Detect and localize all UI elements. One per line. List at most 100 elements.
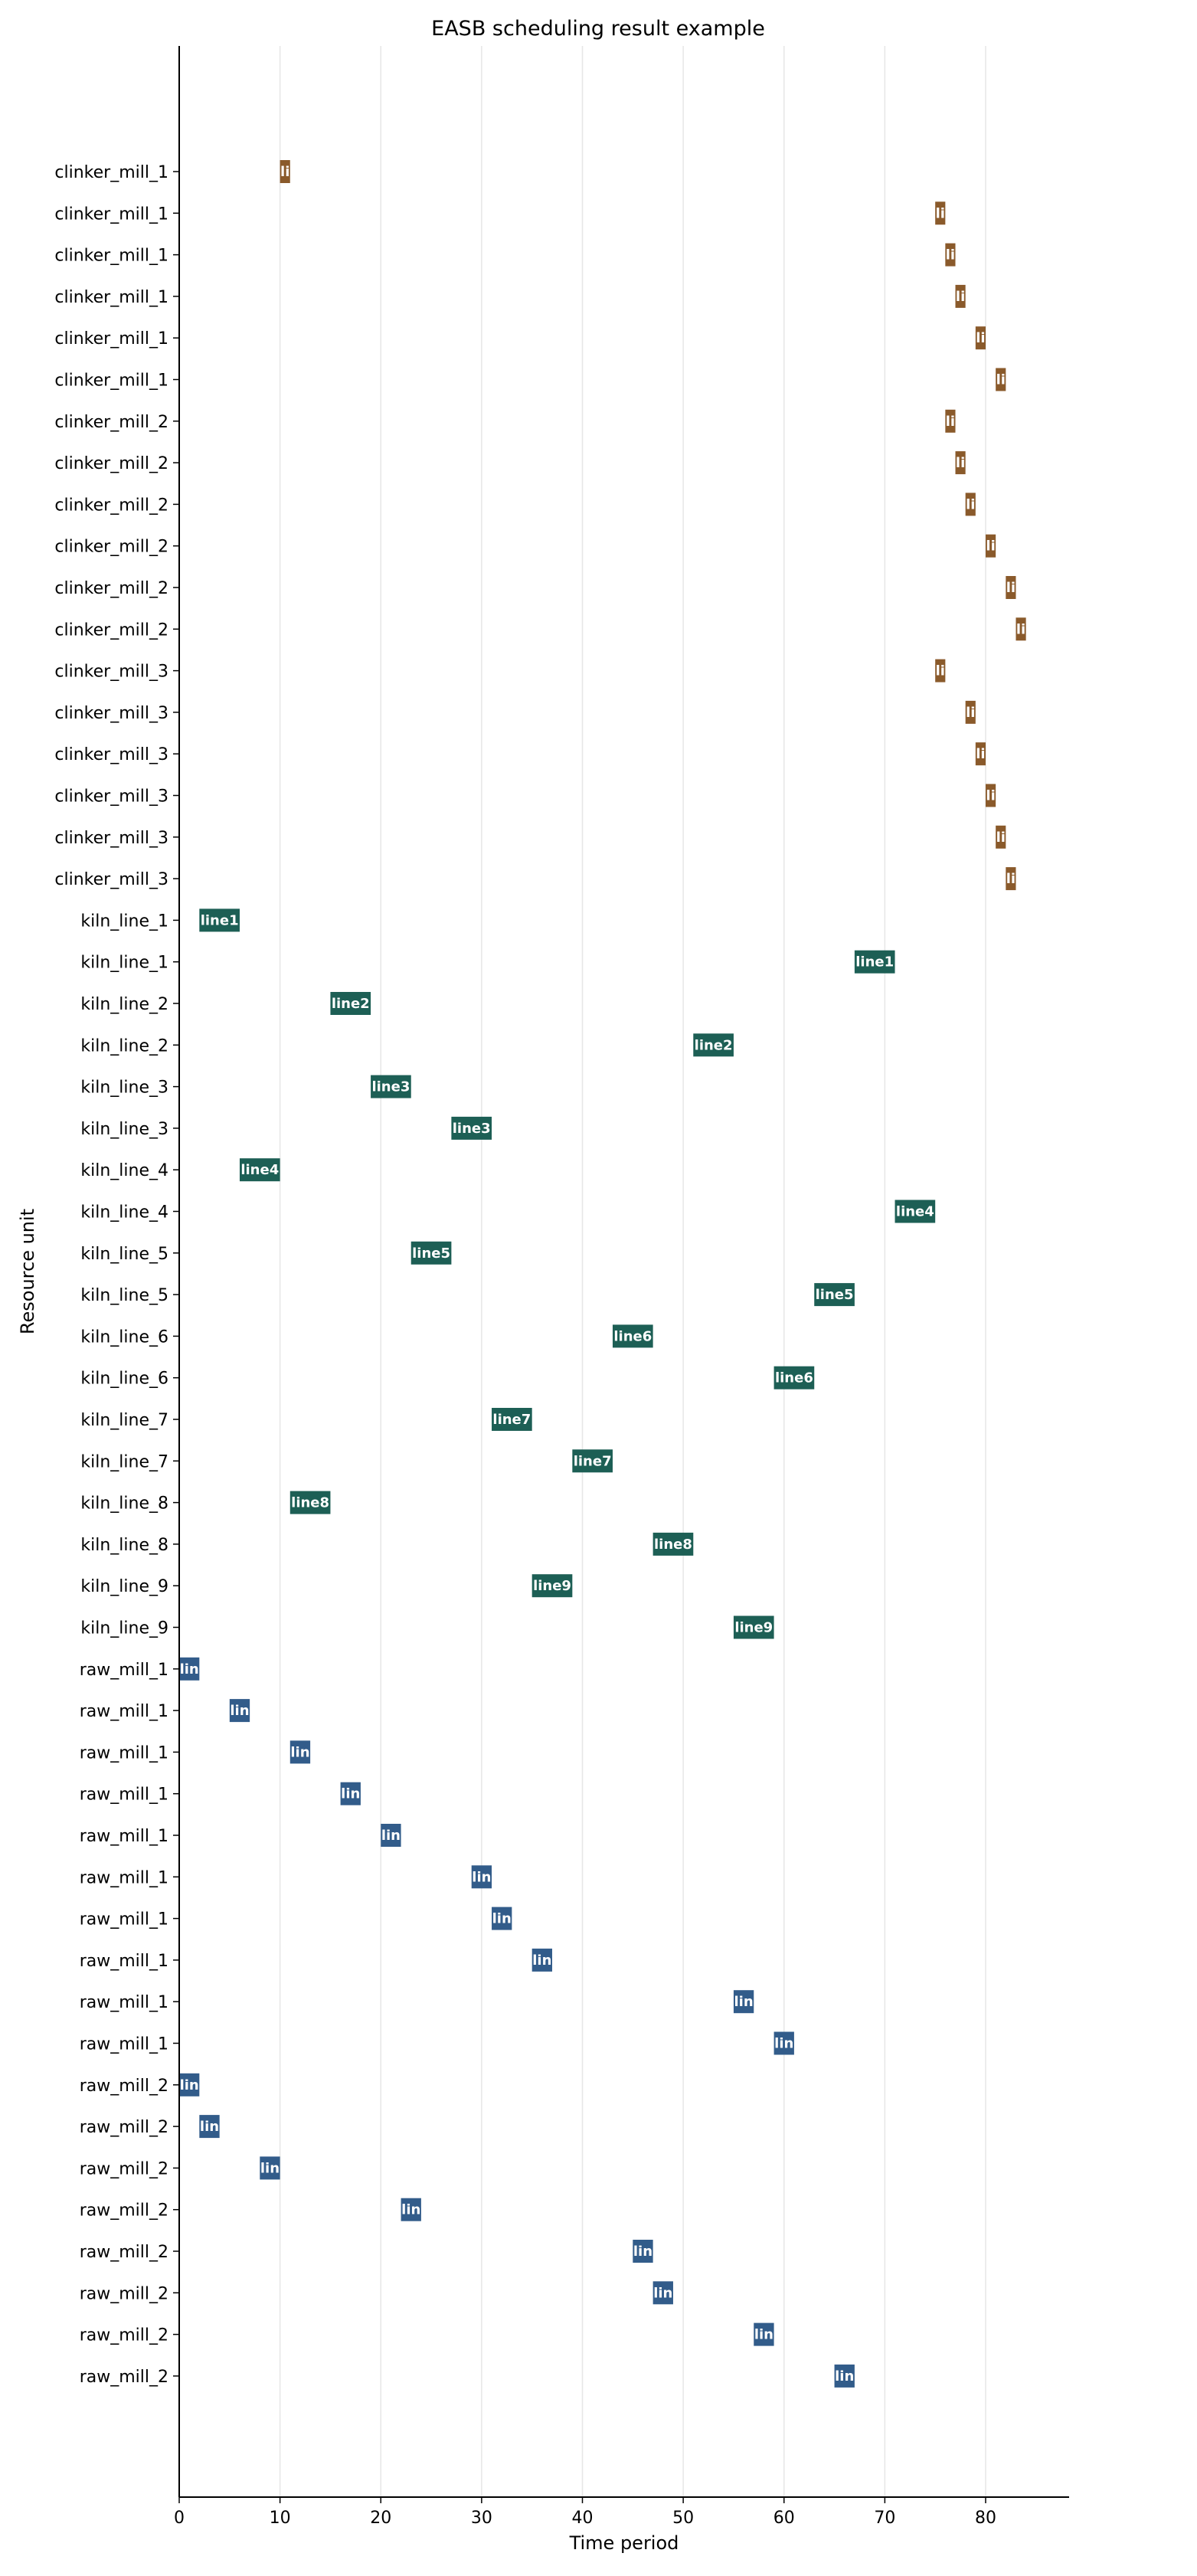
y-tick-label: clinker_mill_1	[54, 372, 168, 391]
y-tick-label: clinker_mill_1	[54, 205, 168, 224]
bars-layer: li li li li li li li li li li li li li li li li li li line…	[179, 160, 1026, 2388]
y-tick-label: clinker_mill_2	[54, 413, 168, 432]
x-tick-label: 40	[572, 2509, 594, 2528]
bar-label: line3	[453, 1121, 491, 1137]
y-tick-label: raw_mill_1	[80, 1827, 168, 1846]
gantt-bar	[986, 534, 996, 558]
y-tick-label: clinker_mill_1	[54, 288, 168, 307]
bar-label: li	[1006, 871, 1015, 887]
gantt-bar	[471, 1865, 492, 1889]
bar-label: lin	[290, 1744, 309, 1760]
bar-label: line4	[240, 1162, 279, 1178]
bar-label: line9	[533, 1578, 571, 1594]
gantt-bar	[773, 2031, 794, 2055]
gantt-bar	[652, 2281, 673, 2305]
y-tick-label: clinker_mill_1	[54, 329, 168, 349]
gantt-bar	[854, 950, 895, 974]
y-tick-label: raw_mill_1	[80, 1868, 168, 1887]
bar-label: lin	[180, 1661, 199, 1678]
gantt-bar	[451, 1116, 492, 1140]
gantt-bar	[894, 1200, 936, 1223]
gantt-bar	[229, 1699, 250, 1723]
bar-label: lin	[492, 1911, 512, 1927]
y-tick-label: raw_mill_2	[80, 2284, 168, 2303]
gantt-bar	[289, 1740, 311, 1764]
gantt-bar	[633, 2240, 653, 2263]
gantt-bar	[1006, 867, 1016, 891]
gantt-bar	[975, 326, 986, 350]
y-tick-label: kiln_line_5	[80, 1245, 168, 1264]
x-tick-label: 80	[975, 2509, 996, 2528]
gantt-bar	[289, 1491, 331, 1514]
gantt-bar	[965, 700, 976, 724]
bar-label: li	[976, 746, 985, 762]
y-tick-label: raw_mill_1	[80, 1661, 168, 1680]
bar-label: line8	[654, 1537, 692, 1553]
y-tick-label: kiln_line_8	[80, 1494, 168, 1514]
gantt-bar	[492, 1907, 512, 1930]
bar-label: li	[986, 538, 995, 555]
bar-label: line7	[492, 1412, 531, 1428]
bar-label: lin	[835, 2368, 854, 2385]
y-tick-label: clinker_mill_2	[54, 538, 168, 557]
gantt-bar	[733, 1990, 754, 2014]
y-tick-label: raw_mill_1	[80, 1702, 168, 1721]
y-tick-label: clinker_mill_3	[54, 663, 168, 682]
gantt-bar	[199, 2115, 220, 2139]
y-tick-label: clinker_mill_3	[54, 787, 168, 807]
y-tick-label: kiln_line_6	[80, 1370, 168, 1389]
x-tick-label: 30	[471, 2509, 492, 2528]
y-tick-label: kiln_line_5	[80, 1286, 168, 1305]
x-tick-label: 20	[370, 2509, 391, 2528]
gantt-bar	[955, 451, 966, 475]
x-tick-labels: 0 10 20 30 40 50 60 70 80	[174, 2497, 996, 2528]
y-tick-label: clinker_mill_3	[54, 745, 168, 764]
bar-label: li	[1016, 621, 1025, 637]
bar-label: li	[946, 414, 955, 430]
bar-label: li	[996, 372, 1006, 388]
y-tick-label: raw_mill_2	[80, 2159, 168, 2178]
bar-label: line5	[816, 1287, 854, 1303]
bar-label: li	[976, 330, 985, 346]
bar-label: line2	[332, 996, 370, 1012]
y-tick-label: kiln_line_8	[80, 1536, 168, 1555]
gantt-bar	[814, 1283, 855, 1307]
y-tick-label: clinker_mill_2	[54, 579, 168, 598]
gantt-bar	[371, 1075, 411, 1098]
y-tick-label: kiln_line_1	[80, 954, 168, 973]
bar-label: li	[956, 455, 965, 471]
y-tick-label: clinker_mill_2	[54, 620, 168, 640]
y-tick-label: kiln_line_3	[80, 1079, 168, 1098]
x-tick-label: 60	[773, 2509, 795, 2528]
y-tick-label: kiln_line_2	[80, 995, 168, 1014]
bar-label: line5	[412, 1245, 450, 1262]
gantt-bar	[260, 2156, 280, 2180]
bar-label: lin	[401, 2202, 420, 2218]
gantt-bar	[340, 1782, 361, 1805]
bar-label: line1	[855, 954, 894, 971]
x-tick-label: 50	[672, 2509, 694, 2528]
bar-label: li	[936, 205, 945, 221]
y-tick-label: clinker_mill_1	[54, 163, 168, 182]
y-tick-label: kiln_line_9	[80, 1577, 168, 1596]
gantt-bar	[935, 659, 946, 682]
gantt-bar	[986, 784, 996, 807]
y-tick-label: clinker_mill_3	[54, 870, 168, 889]
bar-label: lin	[230, 1703, 249, 1719]
gantt-bar	[975, 742, 986, 766]
gantt-bar	[179, 1657, 200, 1681]
gantt-bar	[773, 1366, 815, 1389]
y-tick-label: raw_mill_1	[80, 1910, 168, 1930]
y-tick-label: kiln_line_4	[80, 1161, 168, 1180]
gantt-bar	[1015, 617, 1026, 641]
bar-label: lin	[774, 2036, 793, 2052]
gantt-bar	[381, 1824, 401, 1847]
gantt-bar	[693, 1033, 734, 1057]
y-tick-label: raw_mill_1	[80, 1952, 168, 1971]
bar-label: line6	[775, 1370, 813, 1386]
bar-label: li	[280, 164, 289, 180]
y-tick-label: raw_mill_2	[80, 2201, 168, 2221]
y-tick-label: raw_mill_1	[80, 1786, 168, 1805]
